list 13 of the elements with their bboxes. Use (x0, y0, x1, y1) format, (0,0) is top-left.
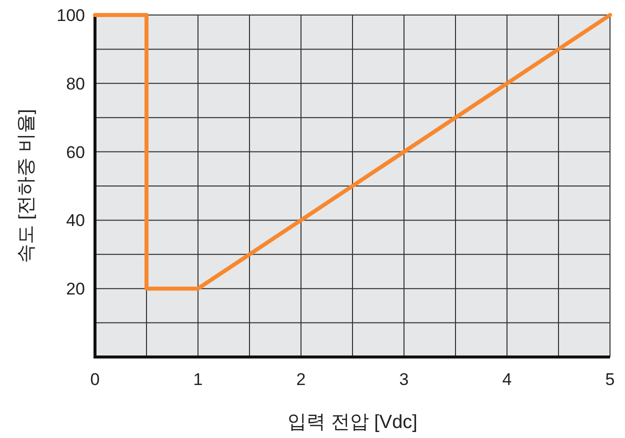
x-tick-label: 4 (502, 370, 512, 389)
y-tick-label: 20 (66, 280, 85, 299)
y-tick-label: 60 (66, 142, 85, 162)
x-axis-title: 입력 전압 [Vdc] (288, 412, 418, 433)
y-tick-label: 40 (66, 211, 85, 230)
x-tick-label: 1 (193, 370, 203, 389)
x-tick-label: 2 (296, 370, 306, 389)
y-axis-title: 속도 [전하중 비율] (16, 108, 37, 264)
x-tick-label: 5 (605, 370, 615, 389)
y-tick-label: 80 (66, 74, 85, 94)
x-tick-label: 3 (399, 370, 409, 389)
x-tick-label: 0 (90, 370, 100, 389)
y-tick-label: 100 (56, 6, 85, 25)
